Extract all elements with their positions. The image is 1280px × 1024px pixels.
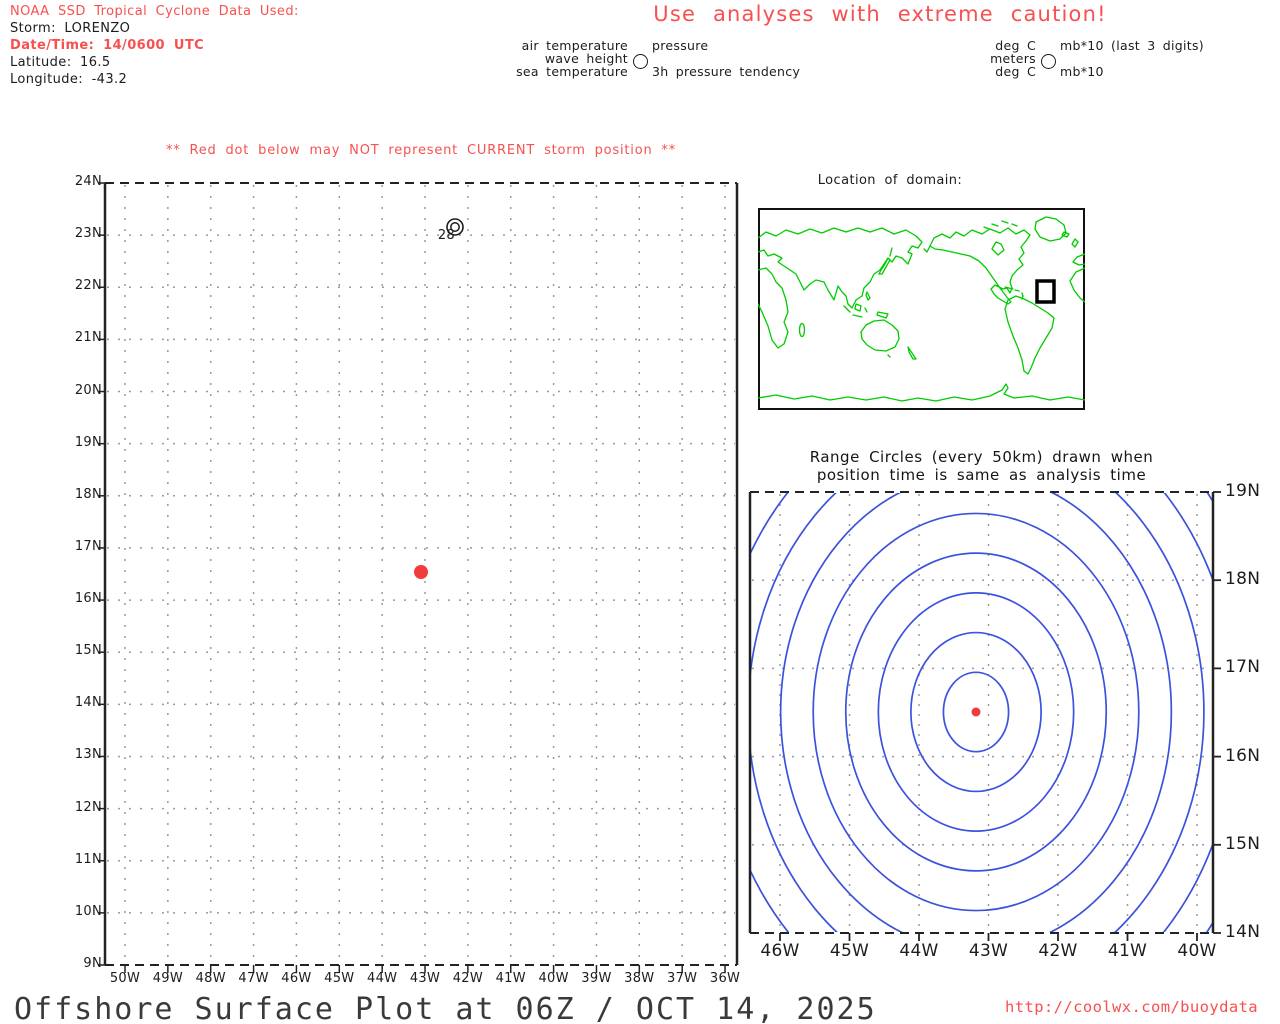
lat-tick-label: 12N bbox=[74, 799, 102, 815]
lat-tick-label: 11N bbox=[74, 851, 102, 867]
domain-map-title: Location of domain: bbox=[817, 173, 963, 188]
caution-banner: Use analyses with extreme caution! bbox=[653, 2, 1107, 26]
lon-tick-label: 46W bbox=[281, 971, 312, 986]
station-circle-icon bbox=[1041, 54, 1056, 69]
world-map-border bbox=[758, 208, 1085, 410]
range-plot-gridlines bbox=[752, 494, 1211, 931]
domain-locator-map bbox=[758, 208, 1085, 410]
range-plot-canvas bbox=[748, 491, 1221, 941]
lon-tick-label: 44W bbox=[367, 971, 398, 986]
lon-tick-label: 47W bbox=[238, 971, 269, 986]
lon-tick-label: 41W bbox=[1107, 941, 1148, 961]
lat-tick-label: 19N bbox=[1225, 481, 1261, 501]
lat-tick-label: 17N bbox=[1225, 657, 1261, 678]
legend-unit-mb10: mb*10 bbox=[1060, 64, 1104, 79]
range-center-storm-dot bbox=[971, 707, 981, 717]
main-plot-ticks bbox=[98, 182, 726, 973]
lat-tick-label: 18N bbox=[74, 486, 102, 502]
lon-tick-label: 43W bbox=[968, 941, 1009, 961]
noaa-source-line: NOAA SSD Tropical Cyclone Data Used: bbox=[10, 4, 299, 19]
legend-unit-mb10-last3: mb*10 (last 3 digits) bbox=[1060, 38, 1204, 53]
domain-box-marker bbox=[1035, 279, 1056, 304]
lon-tick-label: 40W bbox=[1177, 941, 1217, 961]
lat-tick-label: 14N bbox=[1225, 922, 1261, 942]
legend-unit-degc-top: deg C bbox=[995, 38, 1036, 53]
legend-var-pressure-tendency: 3h pressure tendency bbox=[652, 64, 801, 79]
lat-tick-label: 23N bbox=[74, 226, 102, 242]
lon-tick-label: 45W bbox=[324, 971, 355, 986]
lon-tick-label: 40W bbox=[538, 971, 569, 986]
lat-tick-label: 21N bbox=[74, 330, 102, 346]
legend-var-air-temp: air temperature bbox=[521, 38, 628, 53]
lon-tick-label: 42W bbox=[1038, 941, 1078, 961]
lon-tick-label: 44W bbox=[899, 941, 939, 961]
page-footer-title: Offshore Surface Plot at 06Z / OCT 14, 2… bbox=[14, 992, 877, 1024]
lon-tick-label: 41W bbox=[495, 971, 526, 986]
lon-tick-label: 39W bbox=[581, 971, 612, 986]
lon-tick-label: 36W bbox=[709, 971, 741, 986]
datetime-line: Date/Time: 14/0600 UTC bbox=[10, 38, 205, 53]
lon-tick-label: 42W bbox=[452, 971, 484, 986]
lon-tick-label: 38W bbox=[624, 971, 655, 986]
world-map-canvas bbox=[758, 208, 1085, 410]
legend-var-pressure: pressure bbox=[652, 38, 709, 53]
lat-tick-label: 16N bbox=[1225, 745, 1261, 766]
lon-tick-label: 48W bbox=[195, 971, 226, 986]
lat-tick-label: 16N bbox=[74, 591, 102, 607]
range-plot-ticks bbox=[779, 491, 1221, 941]
range-plot-title-line1: Range Circles (every 50km) drawn when bbox=[809, 448, 1154, 466]
longitude-line: Longitude: -43.2 bbox=[10, 72, 128, 87]
lon-tick-label: 43W bbox=[409, 971, 441, 986]
latitude-line: Latitude: 16.5 bbox=[10, 55, 111, 70]
storm-position-dot bbox=[414, 565, 428, 579]
lat-tick-label: 17N bbox=[74, 538, 102, 554]
storm-position-warning: ** Red dot below may NOT represent CURRE… bbox=[165, 143, 677, 158]
lat-tick-label: 9N bbox=[83, 955, 102, 971]
storm-name-line: Storm: LORENZO bbox=[10, 21, 131, 36]
range-circles-plot: 19N 18N 17N 16N 15N 14N 46W 45W 44W 43W 42W 41W 40W bbox=[748, 481, 1260, 961]
legend-var-sea-temp: sea temperature bbox=[516, 64, 628, 79]
lat-tick-label: 14N bbox=[74, 695, 102, 711]
legend-var-wave-height: wave height bbox=[544, 51, 628, 66]
lat-tick-label: 19N bbox=[74, 434, 102, 450]
station-circle-icon bbox=[633, 54, 648, 69]
range-plot-title-line2: position time is same as analysis time bbox=[816, 466, 1147, 484]
world-coastlines bbox=[758, 216, 1085, 402]
legend-unit-degc-bottom: deg C bbox=[995, 64, 1036, 79]
lat-tick-label: 20N bbox=[74, 382, 102, 398]
lat-tick-label: 22N bbox=[74, 278, 102, 294]
legend-unit-meters: meters bbox=[990, 51, 1036, 66]
source-url-link[interactable]: http://coolwx.com/buoydata bbox=[1005, 998, 1259, 1016]
lon-tick-label: 46W bbox=[760, 941, 800, 961]
lon-tick-label: 45W bbox=[829, 941, 870, 961]
buoy-station-marker bbox=[446, 218, 464, 236]
lat-tick-label: 24N bbox=[74, 174, 102, 189]
buoy-sea-temp-value: 28 bbox=[437, 228, 455, 243]
lon-tick-label: 37W bbox=[667, 971, 698, 986]
lat-tick-label: 10N bbox=[74, 903, 102, 919]
main-plot-canvas bbox=[98, 182, 739, 973]
lat-tick-label: 15N bbox=[74, 643, 102, 659]
range-circles-group bbox=[751, 493, 1212, 932]
lon-tick-label: 49W bbox=[152, 971, 183, 986]
lat-tick-label: 15N bbox=[1225, 833, 1261, 854]
lat-tick-label: 13N bbox=[74, 747, 102, 763]
lat-tick-label: 18N bbox=[1225, 569, 1261, 590]
main-obs-plot: 28 24N 23N 22N 21N 20N 19N 18N 17N 16N 15N 14N 13N 1… bbox=[75, 174, 740, 986]
lon-tick-label: 50W bbox=[109, 971, 141, 986]
